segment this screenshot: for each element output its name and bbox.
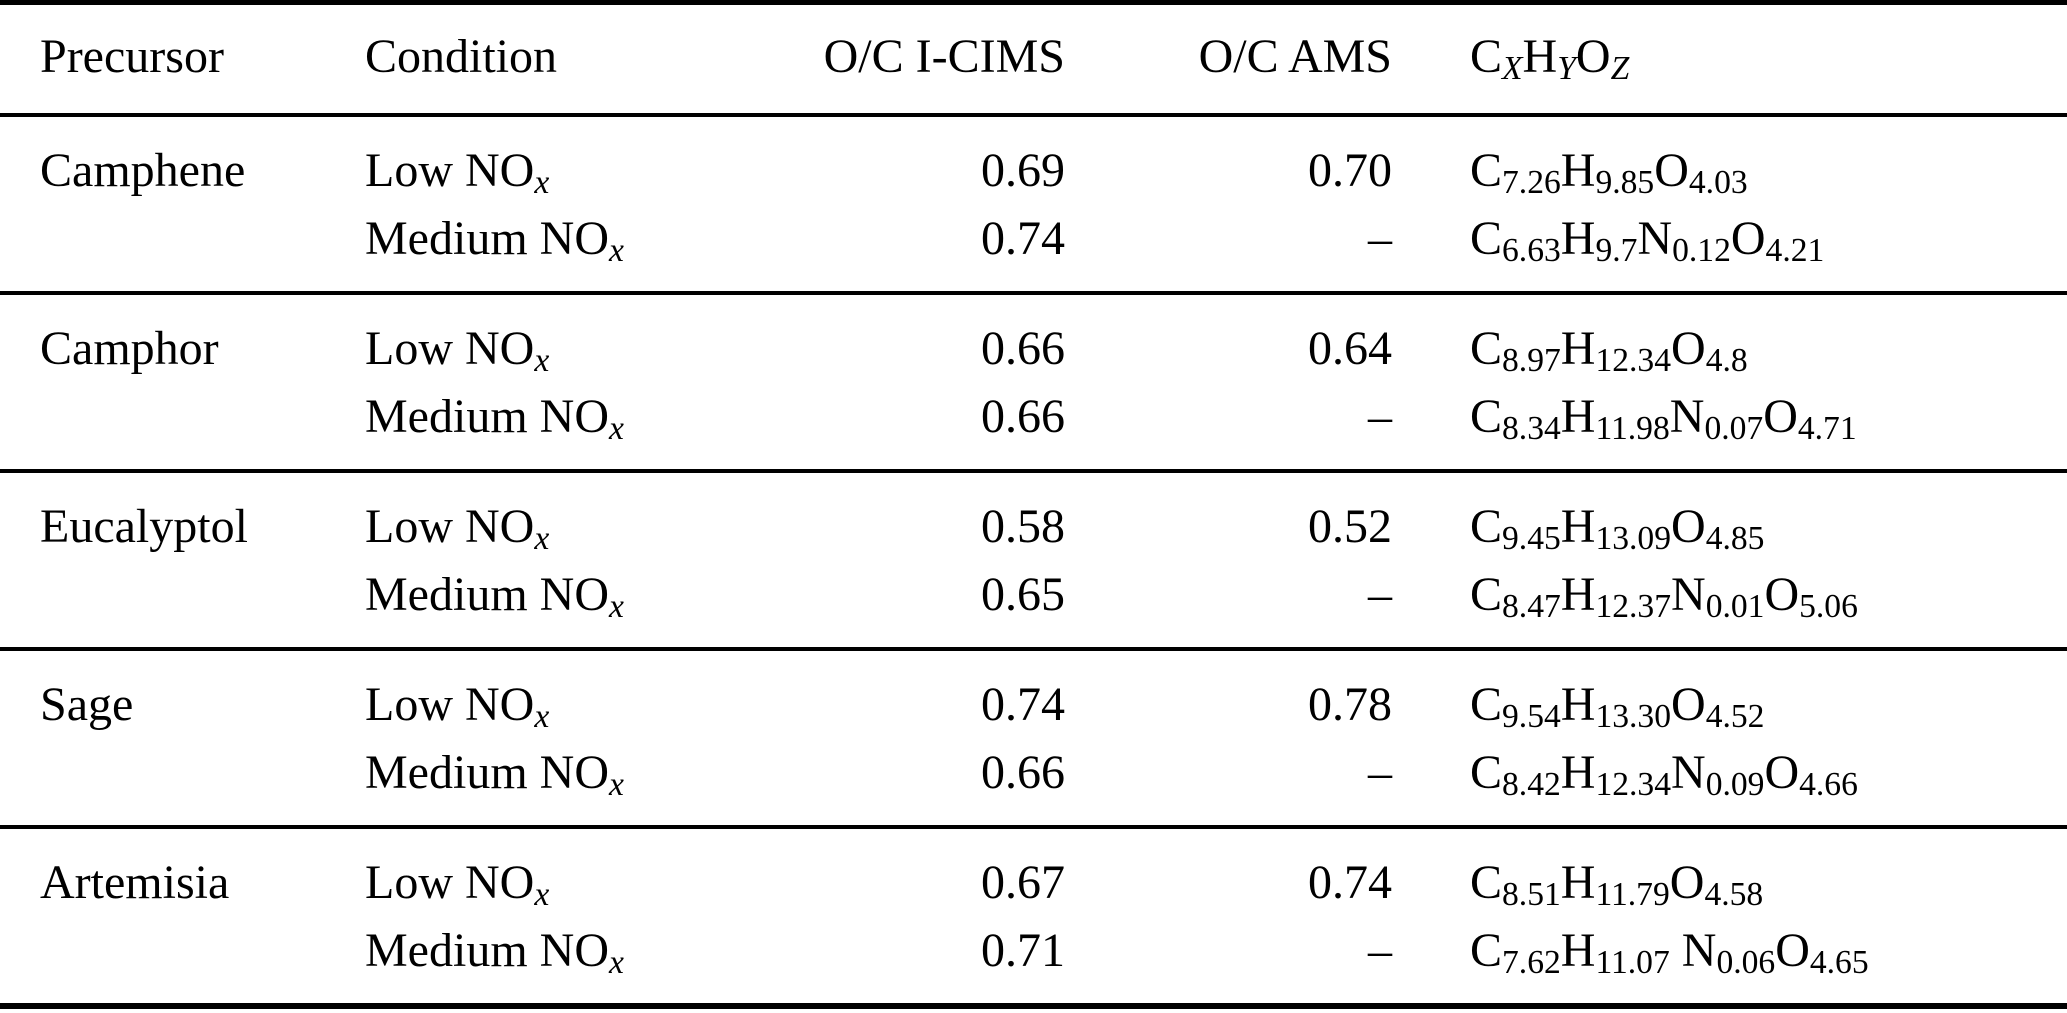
condition-cell: Low NOx [365,678,550,736]
table-row: Camphene Low NOx 0.69 0.70 C7.26H9.85O4.03 [0,115,2067,205]
column-header-oc-icims: O/C I-CIMS [823,30,1065,83]
precursor-cell: Eucalyptol [40,500,248,553]
oc-icims-cell: 0.74 [981,678,1065,731]
chemical-formula: C8.97H12.34O4.8 [1470,322,1748,380]
header-row: Precursor Condition O/C I-CIMS O/C AMS C… [0,3,2067,116]
table-row: Camphor Low NOx 0.66 0.64 C8.97H12.34O4.8 [0,293,2067,383]
oc-icims-cell: 0.66 [981,746,1065,799]
table-row: Medium NOx 0.74 – C6.63H9.7N0.12O4.21 [0,205,2067,293]
precursor-cell [0,917,365,1006]
formula-cell: C7.62H11.07 N0.06O4.65 [1392,917,2067,1006]
condition-cell: Low NOx [365,144,550,202]
formula-cell: C8.34H11.98N0.07O4.71 [1392,383,2067,471]
precursor-cell: Sage [40,678,134,731]
formula-cell: C8.97H12.34O4.8 [1392,293,2067,383]
formula-cell: C8.51H11.79O4.58 [1392,827,2067,917]
oc-ams-cell: – [1368,746,1392,799]
oc-icims-cell: 0.69 [981,144,1065,197]
formula-cell: C9.54H13.30O4.52 [1392,649,2067,739]
oc-ams-cell: 0.70 [1308,144,1392,197]
oc-icims-cell: 0.74 [981,212,1065,265]
oc-ams-cell: 0.52 [1308,500,1392,553]
precursor-cell: Camphor [40,322,219,375]
oc-icims-cell: 0.66 [981,322,1065,375]
chemical-formula: C7.62H11.07 N0.06O4.65 [1470,924,1869,982]
condition-cell: Medium NOx [365,212,624,270]
precursor-cell [0,739,365,827]
formula-cell: C6.63H9.7N0.12O4.21 [1392,205,2067,293]
chemical-formula: C8.34H11.98N0.07O4.71 [1470,390,1857,448]
condition-cell: Medium NOx [365,746,624,804]
formula-cell: C8.47H12.37N0.01O5.06 [1392,561,2067,649]
precursor-group: Artemisia Low NOx 0.67 0.74 C8.51H11.79O4.58… [0,827,2067,1006]
precursor-cell [0,383,365,471]
condition-cell: Low NOx [365,322,550,380]
chemical-formula: C8.51H11.79O4.58 [1470,856,1764,914]
chemical-formula: CXHYOZ [1470,30,1630,88]
table-row: Sage Low NOx 0.74 0.78 C9.54H13.30O4.52 [0,649,2067,739]
oc-ams-cell: – [1368,568,1392,621]
table-header: Precursor Condition O/C I-CIMS O/C AMS C… [0,3,2067,116]
oc-ams-cell: 0.64 [1308,322,1392,375]
oc-icims-cell: 0.58 [981,500,1065,553]
condition-cell: Low NOx [365,856,550,914]
table-row: Medium NOx 0.66 – C8.34H11.98N0.07O4.71 [0,383,2067,471]
column-header-oc-ams: O/C AMS [1198,30,1392,83]
chemical-formula: C6.63H9.7N0.12O4.21 [1470,212,1825,270]
oc-ams-cell: – [1368,390,1392,443]
column-header-precursor: Precursor [40,30,224,83]
formula-cell: C8.42H12.34N0.09O4.66 [1392,739,2067,827]
oc-ams-cell: – [1368,924,1392,977]
precursor-cell: Artemisia [40,856,230,909]
condition-cell: Medium NOx [365,568,624,626]
condition-cell: Low NOx [365,500,550,558]
condition-cell: Medium NOx [365,924,624,982]
chemical-formula: C9.54H13.30O4.52 [1470,678,1765,736]
precursor-group: Sage Low NOx 0.74 0.78 C9.54H13.30O4.52 Mediu… [0,649,2067,827]
condition-cell: Medium NOx [365,390,624,448]
table-row: Medium NOx 0.71 – C7.62H11.07 N0.06O4.65 [0,917,2067,1006]
column-header-condition: Condition [365,30,558,83]
oc-icims-cell: 0.71 [981,924,1065,977]
precursor-cell [0,205,365,293]
precursor-group: Camphene Low NOx 0.69 0.70 C7.26H9.85O4.03 Me… [0,115,2067,293]
chemical-formula: C9.45H13.09O4.85 [1470,500,1765,558]
column-header-formula: CXHYOZ [1392,3,2067,116]
table-row: Artemisia Low NOx 0.67 0.74 C8.51H11.79O4.58 [0,827,2067,917]
oc-ams-cell: 0.74 [1308,856,1392,909]
oc-icims-cell: 0.65 [981,568,1065,621]
chemical-formula: C7.26H9.85O4.03 [1470,144,1748,202]
oc-icims-cell: 0.67 [981,856,1065,909]
precursor-cell [0,561,365,649]
precursor-cell: Camphene [40,144,246,197]
precursor-group: Eucalyptol Low NOx 0.58 0.52 C9.45H13.09O4.8… [0,471,2067,649]
oc-icims-cell: 0.66 [981,390,1065,443]
table-row: Medium NOx 0.66 – C8.42H12.34N0.09O4.66 [0,739,2067,827]
chemical-formula: C8.42H12.34N0.09O4.66 [1470,746,1858,804]
oc-ams-cell: – [1368,212,1392,265]
precursor-group: Camphor Low NOx 0.66 0.64 C8.97H12.34O4.8 Med… [0,293,2067,471]
table-row: Eucalyptol Low NOx 0.58 0.52 C9.45H13.09O4.8… [0,471,2067,561]
oc-ams-cell: 0.78 [1308,678,1392,731]
formula-cell: C9.45H13.09O4.85 [1392,471,2067,561]
formula-cell: C7.26H9.85O4.03 [1392,115,2067,205]
chemical-formula: C8.47H12.37N0.01O5.06 [1470,568,1858,626]
table-row: Medium NOx 0.65 – C8.47H12.37N0.01O5.06 [0,561,2067,649]
